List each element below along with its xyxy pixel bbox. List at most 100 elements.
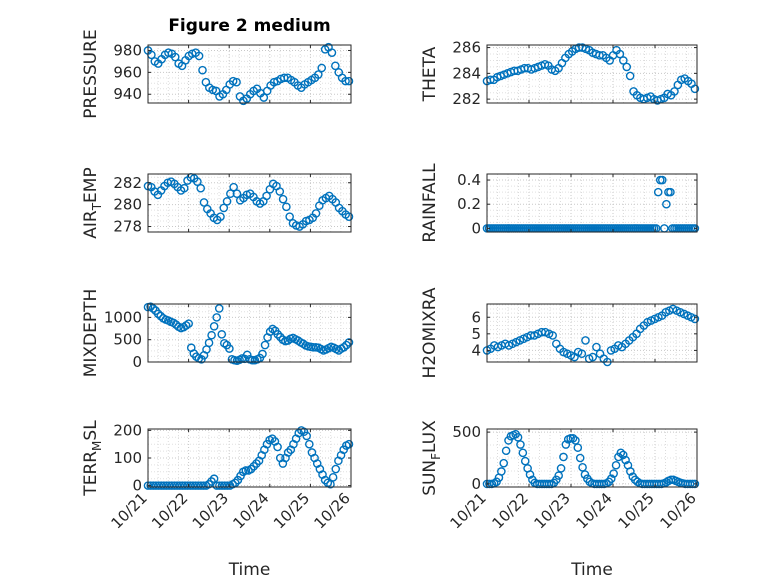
data-point: [262, 191, 271, 201]
data-point: [267, 434, 277, 443]
x-tick-label: 10/24: [573, 489, 616, 532]
data-point: [616, 448, 626, 458]
axes-box: [147, 173, 352, 233]
y-tick-label: 0.4: [457, 171, 481, 189]
data-point: [518, 448, 528, 458]
data-point: [154, 481, 163, 490]
data-point: [156, 481, 166, 490]
y-axis-label: AIRTEMP: [81, 167, 104, 238]
y-tick-label: 0: [471, 475, 481, 493]
y-tick-label: 282: [113, 174, 142, 192]
data-point: [148, 304, 158, 313]
data-point: [232, 77, 241, 87]
data-point: [657, 175, 667, 185]
data-point: [273, 330, 283, 339]
y-tick-label: 100: [113, 449, 142, 467]
data-point: [223, 481, 232, 490]
data-point: [248, 355, 257, 365]
y-tick-label: 500: [452, 423, 481, 441]
data-point: [626, 467, 635, 476]
data-point: [178, 481, 187, 490]
y-tick-label: 5: [471, 325, 481, 343]
axes-box: [147, 303, 352, 363]
y-tick-label: 0: [132, 477, 142, 495]
data-point: [215, 481, 224, 490]
data-point: [216, 212, 225, 221]
data-point: [317, 63, 327, 73]
data-point: [229, 182, 238, 192]
data-point: [497, 467, 506, 476]
data-point: [260, 340, 270, 350]
data-point: [344, 76, 354, 86]
data-point: [184, 319, 194, 328]
data-point: [611, 460, 621, 470]
data-point: [209, 322, 219, 331]
data-point: [561, 440, 571, 449]
y-tick-label: 282: [452, 90, 481, 108]
data-point: [193, 177, 202, 186]
data-point: [285, 212, 294, 221]
data-point: [282, 202, 291, 212]
x-tick-label: 10/23: [531, 489, 574, 532]
data-point: [198, 65, 207, 75]
data-point: [653, 187, 663, 197]
y-axis-label: RAINFALL: [420, 163, 440, 243]
data-point: [222, 197, 232, 206]
data-point: [580, 470, 590, 479]
data-point: [188, 481, 198, 490]
data-point: [217, 481, 227, 490]
data-point: [344, 338, 354, 347]
x-tick-label: 10/25: [270, 489, 313, 532]
data-point: [159, 481, 169, 490]
data-point: [196, 481, 206, 490]
data-point: [214, 304, 224, 313]
data-point: [606, 474, 616, 484]
panel-h2omixra: 456 H2OMIXRA: [420, 287, 700, 379]
data-point: [259, 93, 269, 102]
data-point: [578, 463, 587, 472]
data-point: [525, 470, 535, 479]
data-point: [212, 481, 222, 490]
panel-terrmsl: 0 100 200 TERRMSL10/2110/2210/2310/2410/251…: [81, 420, 354, 580]
chart-title: Figure 2 medium: [168, 16, 330, 36]
data-point: [153, 309, 163, 319]
data-point: [320, 475, 330, 485]
y-tick-label: 960: [113, 63, 142, 81]
data-point: [618, 450, 628, 460]
panel-sunflux: 0 500 SUNFLUX10/2110/2210/2310/2410/2510/2…: [420, 420, 700, 580]
data-point: [592, 342, 601, 352]
panel-airtemp: 278 280 282 AIRTEMP: [81, 167, 354, 239]
data-point: [670, 87, 679, 96]
data-point: [175, 481, 185, 490]
data-point: [615, 49, 625, 59]
data-point: [241, 466, 251, 475]
data-point: [568, 434, 578, 443]
data-point: [548, 331, 557, 340]
data-point: [492, 477, 501, 487]
data-point: [199, 481, 208, 490]
data-point: [164, 481, 174, 490]
x-tick-label: 10/22: [148, 489, 191, 532]
y-tick-label: 4: [471, 341, 481, 359]
data-point: [283, 448, 293, 457]
y-tick-label: 286: [452, 39, 481, 57]
data-point: [577, 349, 587, 359]
data-point: [232, 189, 242, 198]
axes-box: [147, 44, 352, 104]
data-point: [273, 442, 282, 452]
data-point: [191, 481, 200, 490]
data-point: [328, 473, 338, 482]
data-point: [196, 183, 206, 193]
data-point: [552, 475, 561, 485]
data-point: [162, 481, 171, 490]
y-axis-label: TERRMSL: [81, 420, 104, 497]
data-point: [571, 436, 580, 445]
y-axis-label: PRESSURE: [81, 29, 101, 118]
data-point: [513, 432, 523, 442]
y-axis-label: SUNFLUX: [420, 420, 443, 496]
data-point: [344, 439, 354, 449]
data-point: [621, 455, 630, 465]
data-point: [520, 456, 530, 466]
y-tick-label: 0: [132, 353, 142, 371]
